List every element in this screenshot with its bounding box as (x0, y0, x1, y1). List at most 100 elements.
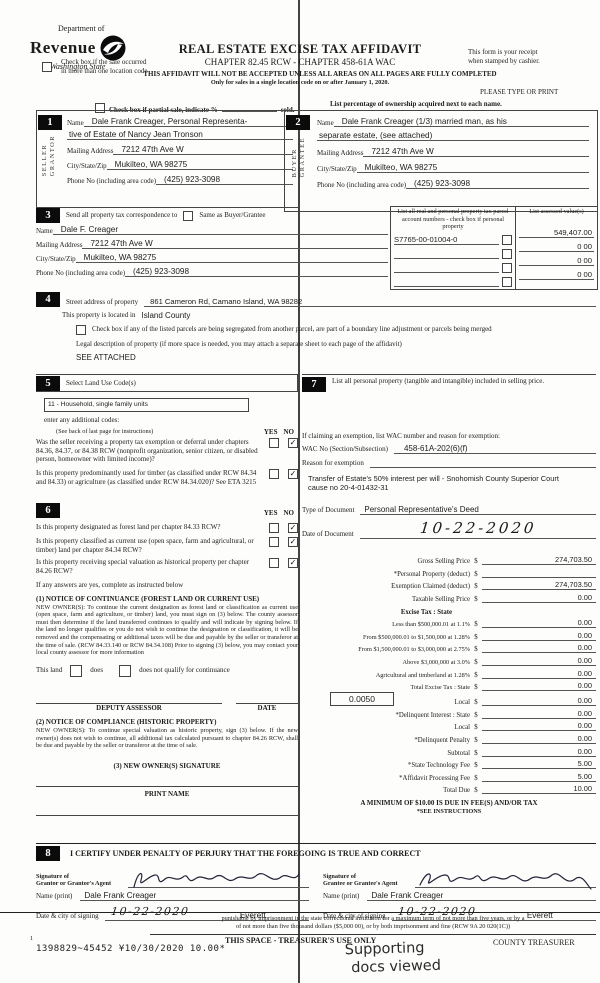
seller-name-field-line2[interactable]: tive of Estate of Nancy Jean Tronson (67, 130, 293, 140)
personal-property-checkbox[interactable] (502, 248, 512, 259)
personal-property-checkbox[interactable] (502, 276, 512, 287)
partial-sale-percent-field[interactable] (221, 111, 277, 112)
seller-phone-field[interactable]: (425) 923-3098 (156, 175, 293, 185)
wac-number-field[interactable]: 458-61A-202(6)(f) (393, 444, 596, 454)
personal-property-checkbox[interactable] (502, 234, 512, 245)
grantor-date-field[interactable]: 10-22-2020 (104, 902, 197, 921)
money-row: *State Technology Fee $ 5.00 (302, 757, 596, 770)
money-row-value[interactable]: 0.00 (482, 721, 596, 732)
land-does-not-qualify-checkbox[interactable] (119, 664, 132, 677)
grantor-name-print-field[interactable]: Dale Frank Creager (80, 891, 309, 901)
sec6-q1-yes-checkbox[interactable] (269, 523, 279, 533)
grantee-city-field[interactable]: Everett (483, 911, 596, 921)
money-row-label: Subtotal (447, 749, 470, 757)
assessed-value-field[interactable]: 0 00 (519, 242, 594, 252)
same-as-buyer-checkbox[interactable] (183, 210, 194, 221)
buyer-phone-label: Phone No (including area code) (317, 181, 407, 189)
money-row-value[interactable]: 5.00 (482, 759, 596, 770)
buyer-mailing-label: Mailing Address (317, 149, 364, 157)
money-row-value[interactable]: 0.00 (482, 656, 596, 666)
corr-city-field[interactable]: Mukilteo, WA 98275 (75, 253, 388, 263)
grantee-signature-field[interactable] (415, 863, 596, 890)
receipt-note: This form is your receipt (468, 48, 538, 56)
sec5-q2-yes-checkbox[interactable] (269, 468, 279, 479)
assessed-value-field[interactable]: 0 00 (519, 256, 594, 266)
excise-tax-header-row: Excise Tax : State (302, 603, 596, 616)
form-chapter: CHAPTER 82.45 RCW - CHAPTER 458-61A WAC (204, 57, 396, 67)
sec5-yes-header: YES (263, 427, 278, 436)
sec6-q2-no-checkbox[interactable]: ✓ (288, 537, 298, 547)
sec6-question-3: Is this property receiving special valua… (36, 558, 250, 575)
seller-name-field[interactable]: Dale Frank Creager, Personal Representa- (83, 117, 293, 127)
money-row-value[interactable]: 0.00 (482, 681, 596, 692)
sec6-q1-no-checkbox[interactable]: ✓ (288, 523, 298, 533)
money-row-value[interactable]: 274,703.50 (482, 555, 596, 566)
local-tax-value[interactable]: 0.00 (482, 696, 596, 707)
sec6-no-header: NO (283, 509, 295, 518)
grantee-signature (419, 873, 592, 890)
assessed-value-field[interactable]: 0 00 (519, 270, 594, 280)
legal-description-value[interactable]: SEE ATTACHED (76, 352, 136, 362)
doc-date-field[interactable]: 10-22-2020 (359, 519, 596, 539)
land-does-qualify-checkbox[interactable] (70, 664, 83, 677)
money-row-value[interactable]: 0.00 (482, 734, 596, 744)
section-4-number: 4 (36, 292, 60, 307)
seller-phone-label: Phone No (including area code) (67, 177, 157, 185)
sec6-q3-no-checkbox[interactable]: ✓ (288, 558, 298, 569)
money-row-value[interactable]: 274,703.50 (482, 580, 596, 591)
corr-phone-field[interactable]: (425) 923-3098 (125, 267, 388, 277)
assessed-value-field[interactable]: 549,407.00 (519, 228, 594, 238)
new-owner-signature-line[interactable] (36, 770, 298, 788)
located-in-field[interactable]: Island County (141, 311, 191, 320)
buyer-mailing-field[interactable]: 7212 47th Ave W (363, 147, 589, 157)
personal-property-checkbox[interactable] (502, 262, 512, 273)
multiple-location-checkbox[interactable] (42, 62, 52, 72)
sec5-q1-no-checkbox[interactable]: ✓ (288, 438, 298, 449)
sec5-q2-no-checkbox[interactable]: ✓ (288, 468, 298, 479)
money-row-value[interactable]: 0.00 (482, 643, 596, 654)
grantee-name-print-field[interactable]: Dale Frank Creager (367, 891, 596, 901)
segregated-checkbox[interactable] (76, 325, 86, 335)
buyer-name-field-line2[interactable]: separate estate, (see attached) (317, 131, 589, 141)
money-row: From $500,000.01 to $1,500,000 at 1.28% … (302, 628, 596, 641)
money-row-value[interactable]: 0.00 (482, 631, 596, 641)
sec5-question-2: Is this property predominantly used for … (36, 468, 257, 486)
money-row-value[interactable]: 0.00 (482, 593, 596, 603)
local-rate-field[interactable]: 0.0050 (330, 692, 394, 707)
money-row-value[interactable]: 10.00 (482, 784, 596, 795)
assessed-value-row: 0 00 (519, 238, 594, 252)
parcel-number-field[interactable] (394, 271, 499, 273)
corr-mailing-field[interactable]: 7212 47th Ave W (82, 239, 388, 249)
buyer-city-field[interactable]: Mukilteo, WA 98275 (356, 163, 589, 173)
sec6-q3-yes-checkbox[interactable] (269, 558, 279, 569)
money-row-value[interactable] (482, 576, 596, 578)
money-row-value[interactable]: 0.00 (482, 618, 596, 629)
seller-mailing-field[interactable]: 7212 47th Ave W (113, 145, 293, 155)
doc-type-field[interactable]: Personal Representative's Deed (360, 505, 596, 515)
section-2-number: 2 (286, 115, 310, 130)
sec5-q1-yes-checkbox[interactable] (269, 438, 279, 449)
reason-exemption-line[interactable] (369, 458, 596, 468)
street-address-field[interactable]: 861 Cameron Rd, Camano Island, WA 98282 (144, 297, 596, 307)
grantor-signature-field[interactable] (128, 863, 309, 888)
parcel-number-field[interactable]: S7765-00-01004-0 (394, 235, 499, 245)
grantee-date-field[interactable]: 10-22-2020 (391, 902, 484, 921)
parcel-number-field[interactable] (394, 257, 499, 259)
print-name-line[interactable] (36, 799, 298, 816)
money-row-value[interactable]: 0.00 (482, 709, 596, 719)
land-use-code-field[interactable]: 11 - Household, single family units (44, 398, 249, 412)
money-row-value[interactable]: 5.00 (482, 772, 596, 782)
buyer-phone-field[interactable]: (425) 923-3098 (406, 179, 589, 189)
parcel-number-field[interactable] (394, 285, 499, 287)
money-row-value[interactable]: 0.00 (482, 669, 596, 679)
buyer-name-field[interactable]: Dale Frank Creager (1/3) married man, as… (333, 117, 589, 127)
doc-date-label: Date of Document (302, 530, 354, 538)
money-row: Total Due $ 10.00 (302, 782, 596, 795)
corr-name-field[interactable]: Dale F. Creager (52, 225, 388, 235)
reason-exemption-text[interactable]: Transfer of Estate's 50% interest per wi… (308, 473, 559, 493)
grantor-city-field[interactable]: Everett (196, 911, 309, 921)
seller-city-field[interactable]: Mukilteo, WA 98275 (106, 160, 293, 170)
minimum-due-note: A MINIMUM OF $10.00 IS DUE IN FEE(S) AND… (360, 799, 538, 808)
money-row-value[interactable]: 0.00 (482, 747, 596, 757)
sec6-q2-yes-checkbox[interactable] (269, 537, 279, 547)
